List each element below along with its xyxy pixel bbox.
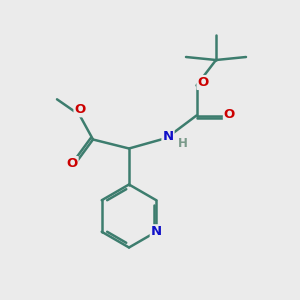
- Text: N: N: [151, 225, 162, 238]
- Text: N: N: [162, 130, 174, 143]
- Text: O: O: [224, 108, 235, 122]
- Text: H: H: [178, 137, 188, 150]
- Text: O: O: [197, 76, 209, 89]
- Text: O: O: [66, 157, 78, 170]
- Text: O: O: [74, 103, 86, 116]
